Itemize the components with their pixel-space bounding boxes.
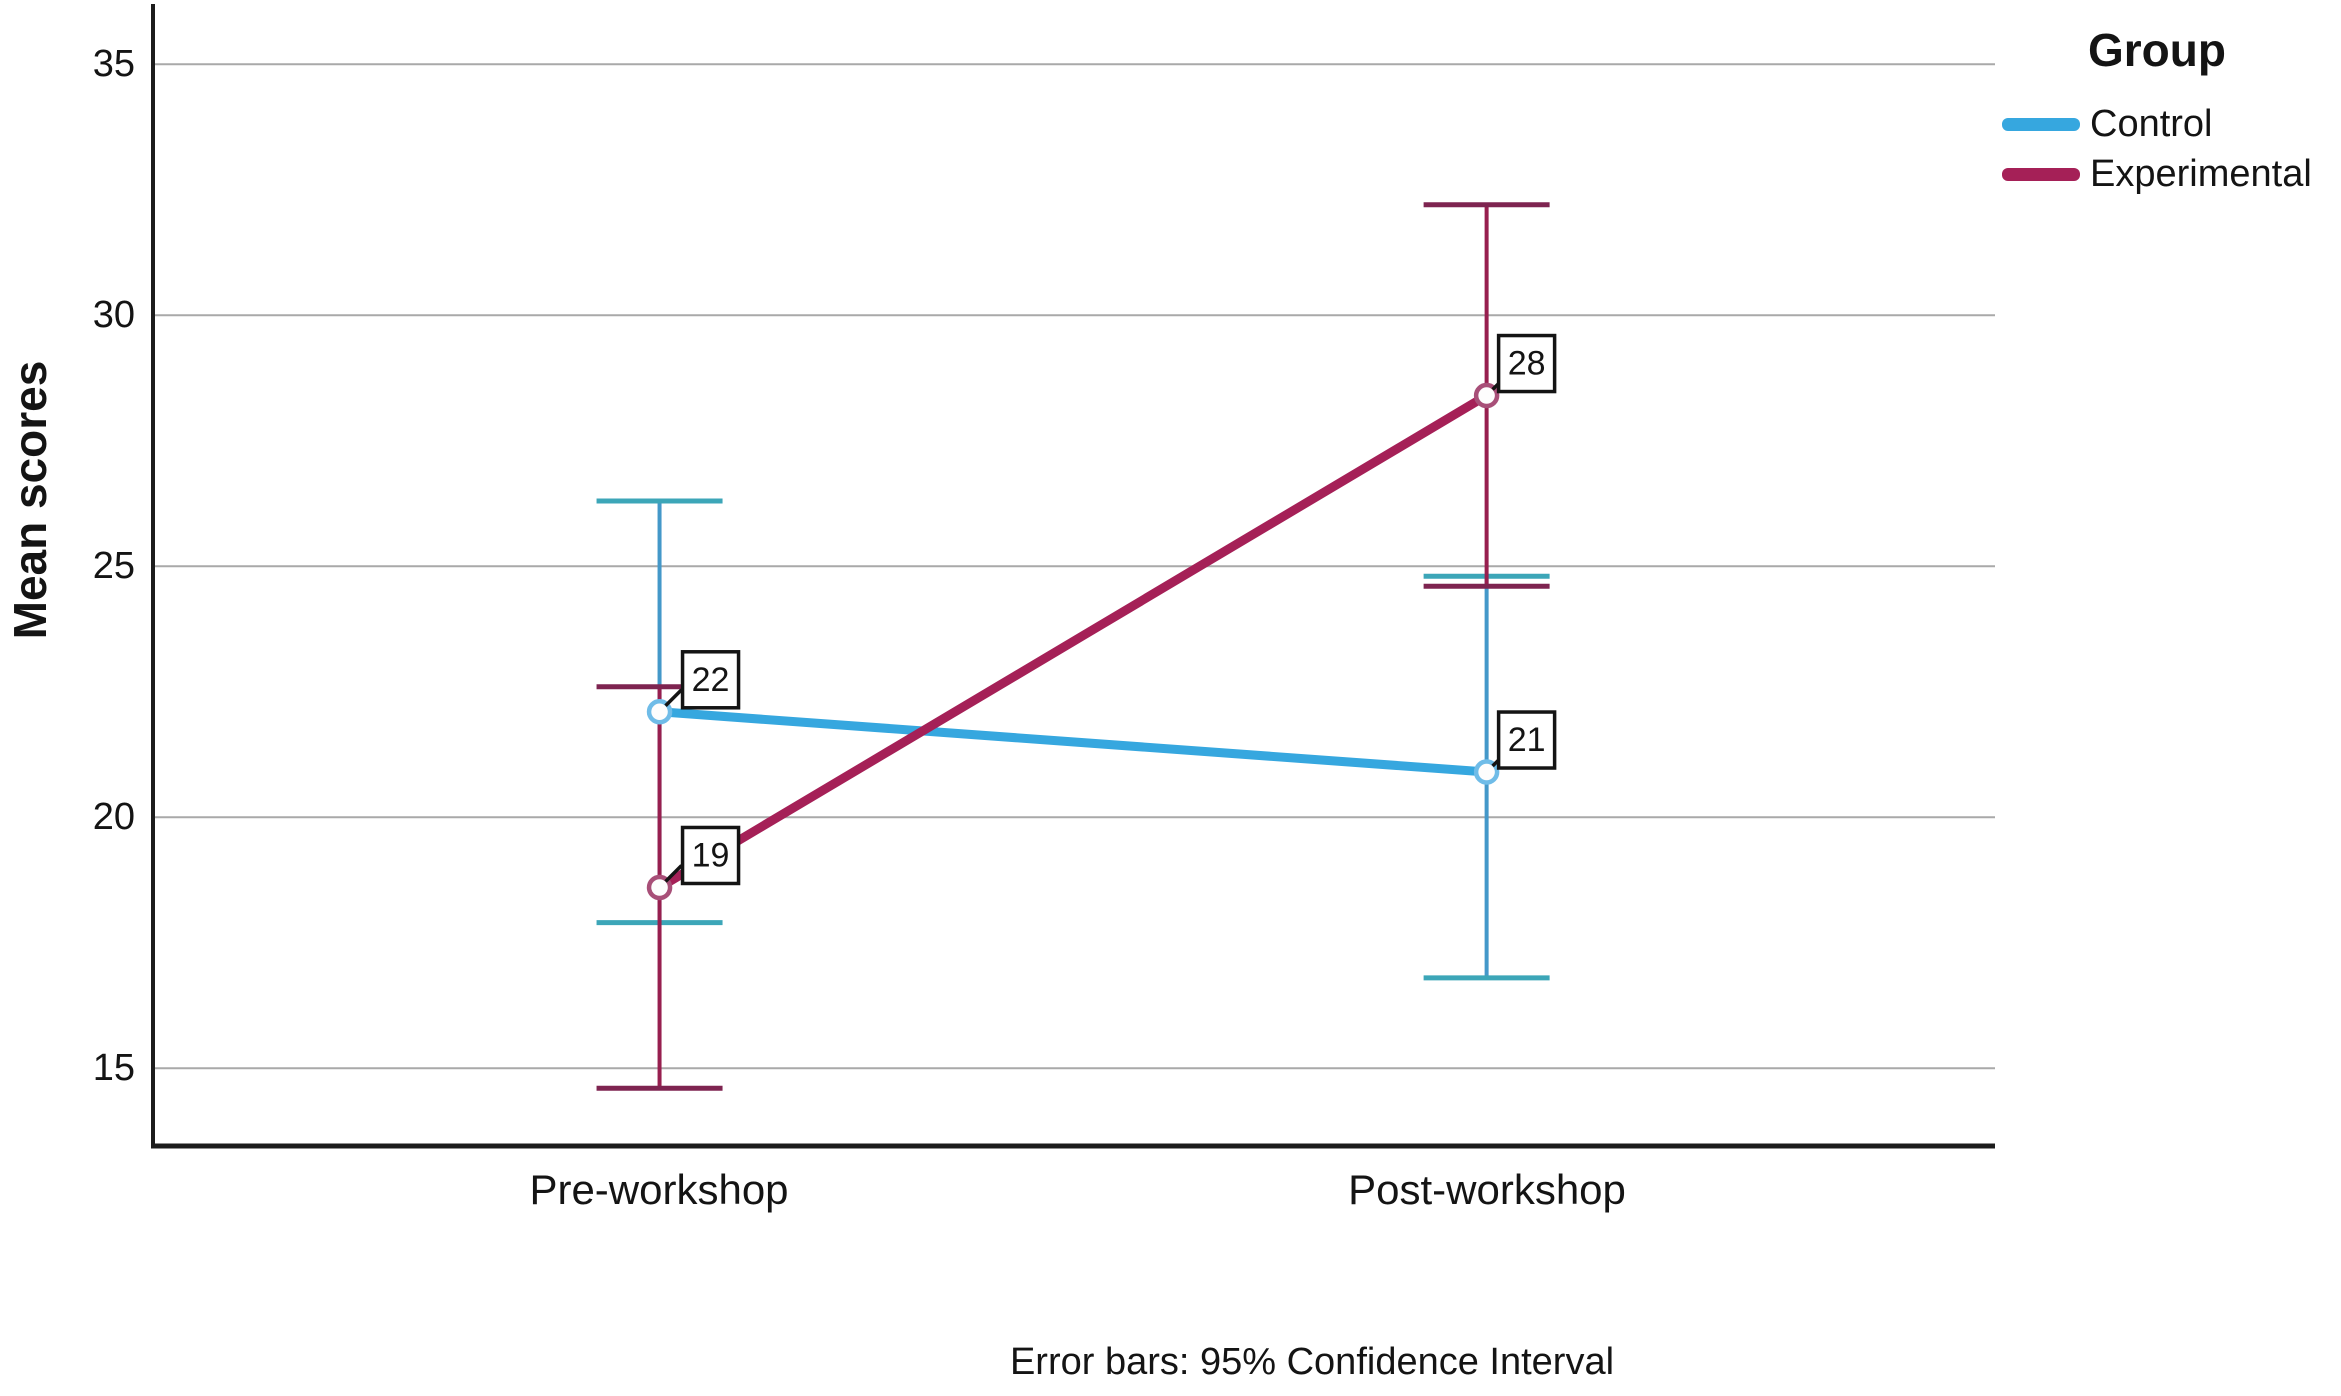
legend-item-experimental: Experimental [2002, 150, 2312, 198]
y-tick-label-20: 20 [92, 796, 135, 839]
marker-control-pre-workshop [646, 699, 673, 725]
y-axis-title: Mean scores [4, 360, 56, 640]
legend-item-control: Control [2002, 100, 2312, 148]
series-line-control [655, 707, 1492, 777]
marker-experimental-post-workshop [1473, 382, 1500, 409]
point-label-box-control-pre-workshop [680, 650, 741, 710]
experimental-color-swatch [2002, 167, 2080, 181]
point-label-box-control-post-workshop [1496, 710, 1557, 770]
x-tick-label-post-workshop: Post-workshop [1348, 1166, 1626, 1213]
legend-label-control: Control [2090, 102, 2213, 145]
legend-label-experimental: Experimental [2090, 152, 2312, 195]
legend-title: Group [2088, 24, 2226, 76]
y-tick-label-15: 15 [92, 1047, 135, 1090]
marker-control-post-workshop [1473, 759, 1500, 785]
point-label-text-control-post-workshop: 21 [1508, 721, 1546, 759]
y-tick-label-35: 35 [92, 43, 135, 86]
point-label-box-experimental-post-workshop [1496, 333, 1557, 394]
label-connector-experimental-pre-workshop [664, 864, 683, 883]
marker-experimental-pre-workshop [646, 874, 673, 901]
x-tick-label-pre-workshop: Pre-workshop [529, 1166, 789, 1213]
point-label-box-experimental-pre-workshop [680, 825, 741, 886]
point-label-text-experimental-pre-workshop: 19 [692, 836, 730, 874]
legend: Group Control Experimental [2002, 24, 2312, 198]
point-label-text-control-pre-workshop: 22 [692, 661, 730, 699]
point-label-text-experimental-post-workshop: 28 [1508, 345, 1546, 383]
error-bars-caption: Error bars: 95% Confidence Interval [1009, 1341, 1615, 1383]
y-tick-label-25: 25 [92, 545, 135, 588]
label-connector-control-pre-workshop [664, 688, 683, 708]
series-line-experimental [655, 391, 1492, 892]
control-color-swatch [2002, 117, 2080, 131]
y-tick-label-30: 30 [92, 294, 135, 337]
